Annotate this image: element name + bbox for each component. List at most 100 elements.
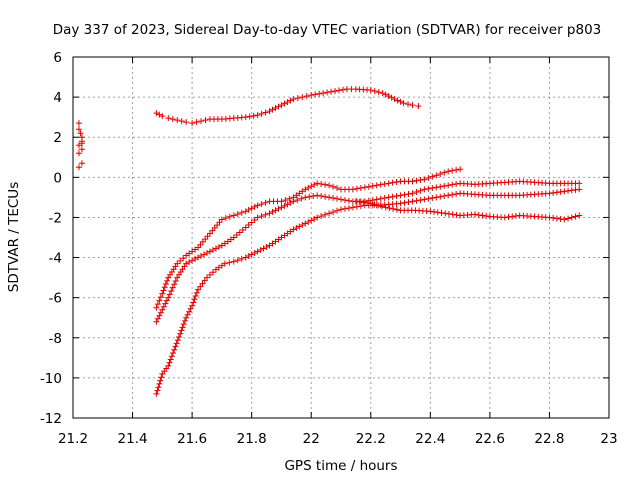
data-point-interp [417, 187, 424, 194]
data-point [78, 160, 85, 167]
data-point [361, 184, 368, 191]
data-point-interp [193, 289, 200, 296]
data-point-interp [568, 187, 575, 194]
data-point-interp [334, 185, 341, 192]
data-point-interp [353, 185, 360, 192]
data-point [290, 198, 297, 205]
data-point-interp [245, 253, 252, 260]
data-point-interp [405, 101, 411, 108]
data-point-interp [311, 181, 318, 188]
data-point [153, 304, 160, 311]
data-point-interp [572, 186, 579, 193]
data-point-interp [258, 213, 265, 220]
data-point-interp [438, 209, 445, 216]
data-point [278, 102, 285, 109]
data-point-interp [157, 377, 164, 384]
data-point-interp [305, 218, 312, 225]
data-point-interp [305, 184, 312, 191]
data-point [385, 180, 392, 187]
data-point-interp [357, 185, 364, 192]
data-point-interp [441, 193, 448, 200]
data-point-interp [157, 309, 164, 316]
data-point [326, 210, 333, 217]
data-point-interp [318, 193, 325, 200]
data-point-interp [453, 211, 460, 218]
data-point-interp [429, 173, 436, 180]
data-point-interp [437, 193, 444, 200]
data-point-interp [431, 208, 438, 215]
data-point-interp [381, 181, 388, 188]
data-point [409, 102, 416, 109]
data-point [195, 254, 202, 261]
data-point-interp [453, 181, 460, 188]
data-point-interp [258, 110, 265, 117]
data-point [299, 94, 306, 101]
x-tick-label: 21.8 [237, 431, 267, 447]
data-point [242, 254, 249, 261]
data-point [159, 290, 166, 297]
data-point [254, 112, 261, 119]
data-point-interp [262, 109, 269, 116]
data-point [159, 306, 166, 313]
data-point [278, 198, 285, 205]
data-point [576, 180, 583, 187]
data-point-interp [238, 209, 245, 216]
data-point-interp [296, 223, 303, 230]
data-point-interp [172, 343, 179, 350]
data-point [254, 214, 261, 221]
data-point-interp [156, 111, 163, 118]
data-point-interp [164, 277, 171, 284]
data-point-interp [405, 191, 412, 198]
data-point-interp [245, 206, 252, 213]
data-point-interp [394, 97, 401, 104]
data-point [576, 186, 583, 193]
data-point [338, 196, 344, 203]
y-tick-label: 4 [53, 90, 62, 106]
data-point [433, 194, 440, 201]
data-point-interp [181, 317, 188, 324]
data-point [278, 204, 285, 211]
data-point [326, 194, 333, 201]
data-point-interp [212, 245, 219, 252]
data-point [174, 260, 181, 267]
data-point-interp [236, 229, 243, 236]
data-point [433, 184, 440, 191]
data-point-interp [166, 359, 173, 366]
data-point-interp [199, 280, 206, 287]
data-point [373, 196, 380, 203]
data-point-interp [449, 181, 456, 188]
data-point-interp [336, 87, 343, 94]
data-point [367, 200, 374, 207]
y-tick-label: 2 [53, 130, 62, 146]
data-point-interp [156, 297, 163, 304]
data-point [421, 186, 428, 193]
data-point [242, 114, 249, 121]
data-point-interp [275, 103, 282, 110]
x-tick-label: 21.6 [177, 431, 207, 447]
data-point [254, 248, 261, 255]
data-point-interp [226, 259, 233, 266]
data-point-interp [308, 217, 315, 224]
data-point [409, 178, 416, 185]
data-point-interp [453, 166, 460, 173]
data-point-interp [160, 303, 167, 310]
data-point [171, 346, 178, 353]
data-point-interp [441, 183, 448, 190]
data-point-interp [311, 215, 318, 222]
data-point-interp [186, 259, 193, 266]
data-point [349, 204, 356, 211]
data-point [308, 92, 315, 99]
data-point [174, 117, 181, 124]
data-point-interp [158, 374, 165, 381]
data-point [501, 214, 508, 221]
data-point-interp [162, 300, 169, 307]
data-point-interp [303, 93, 310, 100]
data-point-interp [318, 181, 325, 188]
data-point-interp [445, 210, 452, 217]
data-point-interp [287, 199, 294, 206]
data-point-interp [258, 201, 265, 208]
data-point-interp [365, 183, 372, 190]
data-point [445, 182, 452, 189]
data-point-interp [341, 205, 348, 212]
